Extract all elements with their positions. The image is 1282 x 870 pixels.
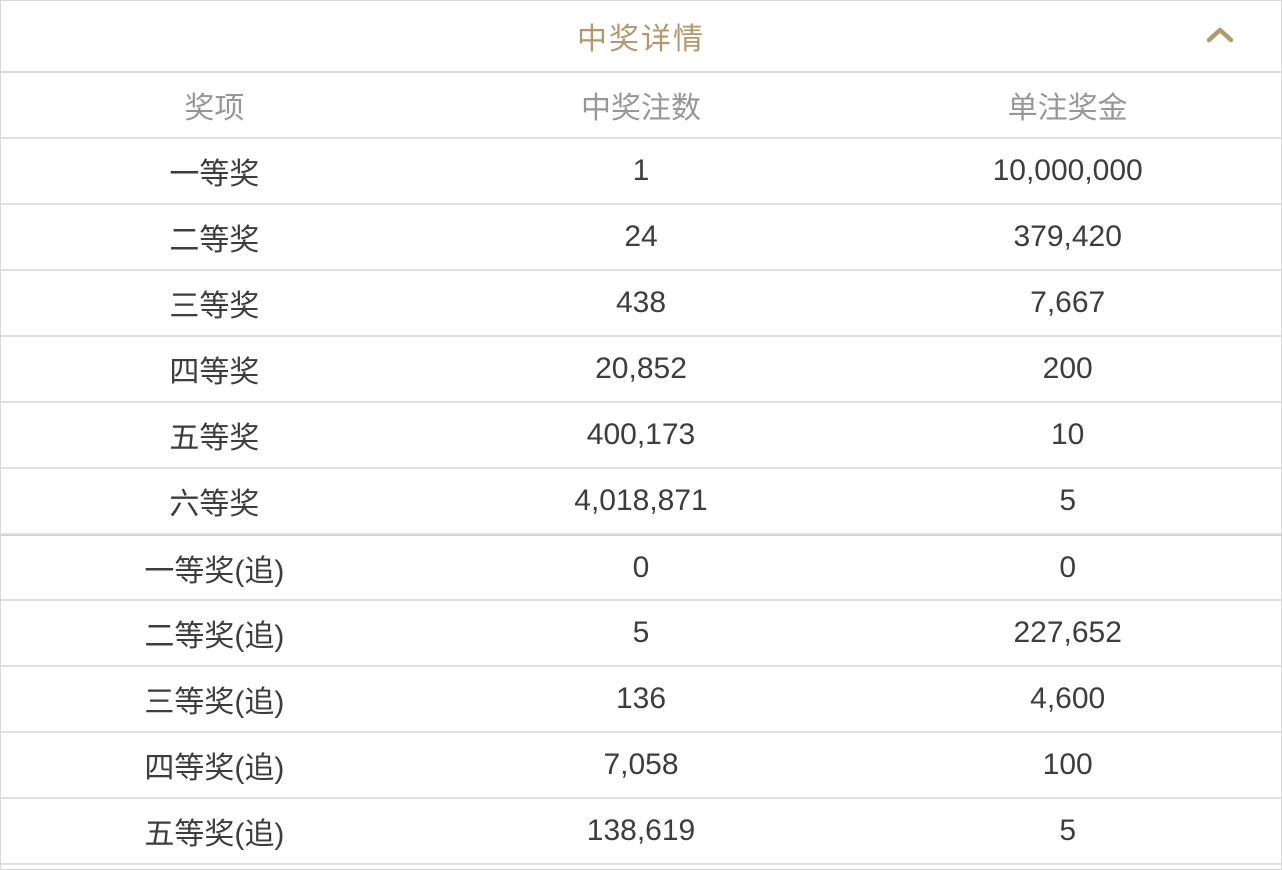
table-row: 五等奖(追) 138,619 5 xyxy=(1,799,1281,865)
prize-amount-cell: 0 xyxy=(1059,550,1077,584)
winning-count-cell: 0 xyxy=(632,550,650,584)
prize-table: 奖项 中奖注数 单注奖金 一等奖 1 10,000,000 二等奖 24 379… xyxy=(1,73,1281,865)
table-row: 六等奖 4,018,871 5 xyxy=(1,469,1281,535)
winning-count-cell: 4,018,871 xyxy=(574,484,708,517)
column-header-prize: 奖项 xyxy=(184,92,245,125)
winning-count-cell: 138,619 xyxy=(586,814,696,847)
prize-amount-cell: 4,600 xyxy=(1030,682,1106,715)
table-row: 四等奖(追) 7,058 100 xyxy=(1,733,1281,799)
prize-name-cell: 一等奖(追) xyxy=(144,554,285,588)
table-body: 一等奖 1 10,000,000 二等奖 24 379,420 三等奖 438 … xyxy=(1,139,1281,865)
winning-count-cell: 400,173 xyxy=(586,418,696,451)
prize-name-cell: 六等奖 xyxy=(169,488,260,521)
winning-count-cell: 5 xyxy=(632,616,650,649)
prize-amount-cell: 10,000,000 xyxy=(992,154,1143,187)
prize-amount-cell: 100 xyxy=(1042,748,1093,781)
panel-header-toggle[interactable]: 中奖详情 xyxy=(1,1,1281,73)
prize-amount-cell: 5 xyxy=(1059,484,1077,517)
table-row: 三等奖 438 7,667 xyxy=(1,271,1281,337)
prize-amount-cell: 200 xyxy=(1042,352,1093,385)
prize-name-cell: 四等奖(追) xyxy=(144,752,285,785)
prize-name-cell: 三等奖 xyxy=(169,290,260,323)
prize-amount-cell: 10 xyxy=(1050,418,1085,451)
prize-name-cell: 二等奖(追) xyxy=(144,620,285,653)
prize-amount-cell: 5 xyxy=(1059,814,1077,847)
column-header-count: 中奖注数 xyxy=(581,92,701,125)
table-row: 一等奖(追) 0 0 xyxy=(1,535,1281,601)
panel-title: 中奖详情 xyxy=(577,23,705,56)
winning-count-cell: 24 xyxy=(624,220,658,253)
prize-name-cell: 四等奖 xyxy=(169,356,260,389)
table-row: 三等奖(追) 136 4,600 xyxy=(1,667,1281,733)
table-row: 一等奖 1 10,000,000 xyxy=(1,139,1281,205)
winning-count-cell: 438 xyxy=(615,286,667,319)
winning-count-cell: 7,058 xyxy=(603,748,679,781)
prize-amount-cell: 227,652 xyxy=(1013,616,1122,649)
prize-amount-cell: 7,667 xyxy=(1030,286,1106,319)
chevron-up-icon[interactable] xyxy=(1204,26,1236,46)
prize-name-cell: 五等奖 xyxy=(169,422,260,455)
table-row: 二等奖 24 379,420 xyxy=(1,205,1281,271)
table-row: 四等奖 20,852 200 xyxy=(1,337,1281,403)
prize-name-cell: 五等奖(追) xyxy=(144,818,285,851)
table-row: 五等奖 400,173 10 xyxy=(1,403,1281,469)
prize-name-cell: 二等奖 xyxy=(169,224,260,257)
table-row: 二等奖(追) 5 227,652 xyxy=(1,601,1281,667)
prize-name-cell: 三等奖(追) xyxy=(144,686,285,719)
column-header-amount: 单注奖金 xyxy=(1007,92,1128,125)
prize-amount-cell: 379,420 xyxy=(1013,220,1122,253)
winning-count-cell: 1 xyxy=(632,154,650,187)
winning-count-cell: 20,852 xyxy=(595,352,687,385)
winning-count-cell: 136 xyxy=(615,682,667,715)
table-header-row: 奖项 中奖注数 单注奖金 xyxy=(1,73,1281,139)
prize-name-cell: 一等奖 xyxy=(169,158,260,191)
